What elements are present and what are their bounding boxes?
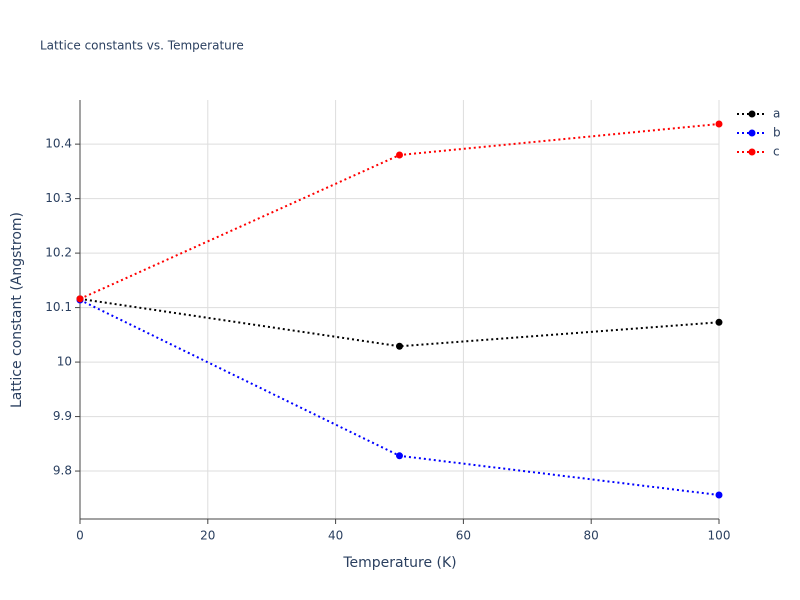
y-axis-title: Lattice constant (Angstrom) xyxy=(9,212,25,408)
x-axis-title: Temperature (K) xyxy=(342,555,456,571)
y-tick-label: 10.2 xyxy=(45,246,72,260)
x-tick-label: 20 xyxy=(200,529,215,543)
point xyxy=(715,491,723,499)
point xyxy=(715,318,723,326)
point xyxy=(396,151,403,159)
y-tick-label: 10.4 xyxy=(45,137,72,151)
x-tick-label: 0 xyxy=(76,529,84,543)
y-tick-label: 10 xyxy=(57,355,72,369)
y-tick-label: 9.9 xyxy=(53,409,72,423)
legend-marker xyxy=(748,110,756,118)
x-tick-label: 40 xyxy=(328,529,343,543)
x-tick-label: 60 xyxy=(456,529,471,543)
y-tick-label: 10.1 xyxy=(45,300,72,314)
series-line xyxy=(79,122,720,300)
point xyxy=(396,342,403,350)
legend-label: c xyxy=(773,145,780,159)
legend-marker xyxy=(748,148,756,156)
y-tick-label: 10.3 xyxy=(45,191,72,205)
point xyxy=(76,295,84,303)
point xyxy=(715,120,723,128)
legend-label: a xyxy=(773,107,780,121)
legend-marker xyxy=(748,129,756,137)
series-line xyxy=(79,299,720,497)
chart-title: Lattice constants vs. Temperature xyxy=(40,39,244,53)
y-tick-label: 9.8 xyxy=(53,464,72,478)
point xyxy=(396,452,403,460)
x-tick-label: 100 xyxy=(708,529,731,543)
series-line xyxy=(79,297,720,348)
x-tick-label: 80 xyxy=(584,529,599,543)
legend-label: b xyxy=(773,126,781,140)
